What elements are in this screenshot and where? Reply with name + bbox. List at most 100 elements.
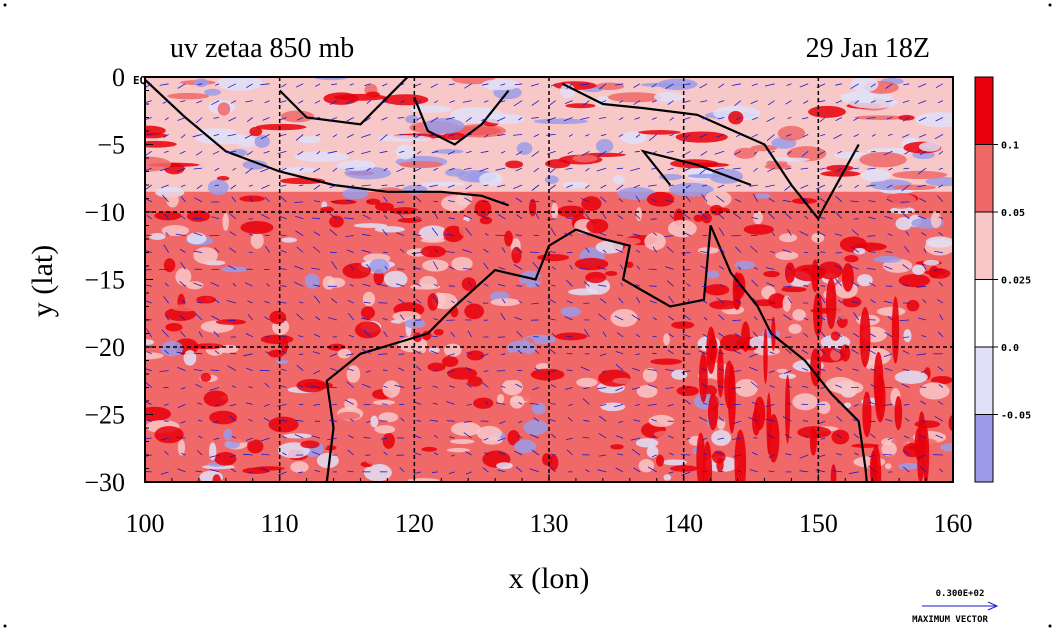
wind-vector [902, 117, 910, 122]
wind-vectors [145, 83, 944, 476]
wind-vector [887, 134, 893, 136]
wind-vector [719, 283, 725, 287]
wind-vector [245, 167, 253, 174]
x-tick-label: 160 [934, 509, 973, 538]
wind-vector [451, 300, 455, 304]
field-patch [337, 348, 352, 359]
field-patch [383, 270, 408, 288]
wind-vector [181, 452, 186, 456]
wind-vector [331, 261, 338, 270]
wind-vector [398, 83, 405, 87]
wind-vector [346, 134, 354, 138]
wind-vector [501, 298, 506, 304]
wind-vector [229, 415, 237, 422]
field-patch [504, 230, 513, 247]
wind-vector [466, 150, 472, 154]
wind-vector [518, 402, 523, 405]
field-patch [193, 247, 218, 264]
wind-vector [619, 150, 624, 154]
field-patch [660, 315, 688, 323]
wind-vector [599, 232, 607, 236]
wind-vector [246, 150, 253, 156]
wind-vector [447, 353, 455, 357]
field-patch [209, 410, 238, 425]
wind-vector [261, 214, 270, 220]
wind-vector [835, 100, 843, 104]
field-patch [281, 335, 289, 354]
field-patch [290, 461, 309, 473]
field-patch [895, 217, 913, 231]
wind-vector [211, 100, 220, 106]
field-patch [832, 380, 864, 395]
wind-vector [717, 437, 725, 440]
field-patch [451, 256, 473, 271]
wind-vector [921, 335, 927, 338]
field-patch [687, 173, 722, 179]
field-patch [750, 144, 778, 152]
coastline-segment [278, 77, 409, 126]
wind-vector [415, 298, 422, 304]
wind-vector [446, 420, 455, 422]
wind-vector [802, 134, 809, 138]
wind-vector [213, 331, 220, 338]
wind-vector [782, 285, 792, 288]
wind-vector [833, 134, 843, 139]
field-patch [433, 149, 464, 154]
wind-vector [466, 404, 472, 406]
wind-vector [227, 365, 237, 371]
field-patch [481, 79, 521, 91]
wind-vector [246, 367, 253, 371]
wind-vector [768, 150, 775, 154]
field-patch [647, 205, 677, 218]
field-patch [925, 177, 953, 187]
eq-marker: EQ [133, 74, 147, 87]
field-patch [420, 245, 447, 258]
wind-vector [329, 184, 338, 189]
field-patch [661, 459, 688, 466]
wind-vector [515, 150, 523, 156]
wind-vector [717, 117, 725, 120]
wind-vector [214, 298, 220, 304]
wind-vector [630, 167, 641, 172]
wind-vector [213, 117, 220, 119]
field-patch [399, 160, 443, 168]
wind-vector [482, 83, 489, 86]
wind-vector [615, 248, 624, 253]
wind-vector [717, 470, 725, 473]
wind-vector [903, 404, 910, 406]
wind-vector [463, 432, 472, 439]
field-patch [467, 376, 483, 387]
wind-vector [163, 134, 169, 139]
wind-vector [938, 281, 944, 287]
y-tick-label: 0 [112, 63, 125, 92]
wind-vector [280, 184, 287, 187]
wind-vector [316, 150, 321, 155]
wind-vector [378, 353, 388, 355]
wind-vector [715, 451, 725, 456]
field-patch [165, 371, 178, 384]
field-patch [775, 251, 799, 260]
wind-vector [162, 194, 169, 203]
field-patch [763, 328, 768, 385]
wind-vector [513, 100, 523, 107]
wind-vector [448, 385, 455, 388]
wind-vector [431, 335, 438, 338]
wind-vector [686, 437, 691, 440]
wind-vector [685, 83, 691, 85]
wind-vector [164, 117, 169, 121]
field-patch [268, 416, 299, 433]
field-patch [175, 268, 192, 286]
wind-vector [329, 419, 337, 422]
wind-vector [886, 198, 893, 203]
field-patch [186, 232, 207, 245]
field-patch [340, 377, 371, 392]
field-patch [891, 296, 900, 364]
wind-vector [699, 416, 708, 422]
wind-vector [549, 100, 556, 106]
wind-vector [231, 385, 237, 388]
field-patch [228, 197, 244, 210]
wind-vector [396, 201, 405, 204]
wind-vector [209, 469, 220, 473]
wind-vector [818, 329, 826, 338]
wind-vector [668, 333, 674, 338]
